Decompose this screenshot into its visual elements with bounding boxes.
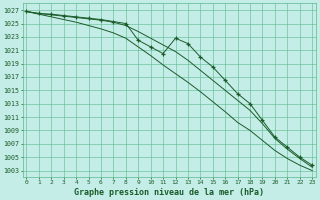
X-axis label: Graphe pression niveau de la mer (hPa): Graphe pression niveau de la mer (hPa) [74, 188, 264, 197]
